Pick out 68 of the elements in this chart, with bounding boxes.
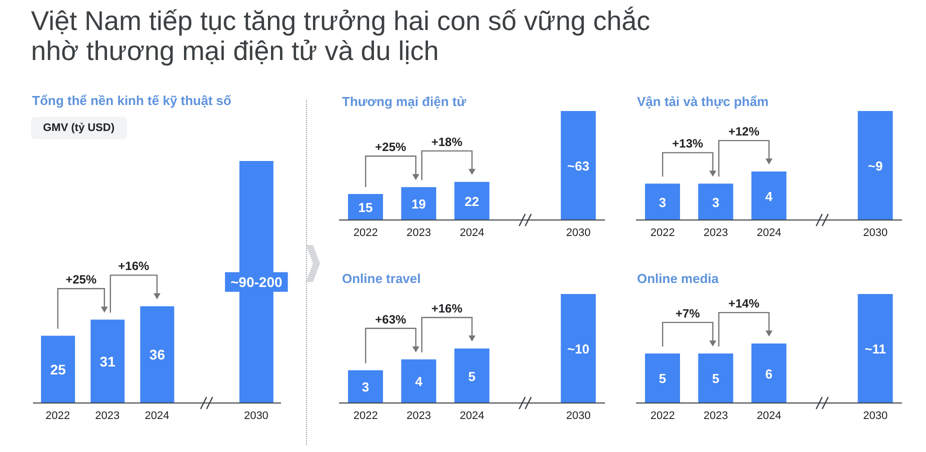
data-label: 3 [712,194,720,210]
chart-title: Vận tải và thực phẩm [637,94,769,110]
data-label: 22 [464,193,480,208]
data-label: 31 [100,353,116,370]
bar [41,336,75,403]
annotation: +7% [676,306,700,320]
data-label: 5 [658,370,666,386]
data-label: 15 [358,200,373,215]
data-label: 36 [149,346,166,363]
x-tick-label: 2022 [353,226,378,239]
bar [401,187,436,220]
annotation: +16% [118,259,150,274]
annotation: +12% [728,124,760,139]
x-tick-label: 2023 [704,410,728,422]
data-label: ~11 [864,341,886,356]
x-tick-label: 2024 [460,226,484,239]
chart-title: Online media [637,271,719,287]
bar [348,370,383,403]
data-label: ~90-200 [230,274,282,290]
data-label: ~9 [868,158,883,173]
x-tick-label: 2030 [863,226,888,239]
bar [454,182,490,220]
chart-title: Online travel [342,271,421,287]
data-label: 4 [765,188,774,204]
x-tick-label: 2024 [756,410,782,422]
bar [140,306,174,403]
annotation: +63% [375,312,407,326]
chart-title: Thương mại điện tử [342,94,466,110]
y-axis-title: GMV (tỷ USD) [31,117,126,139]
bar [454,348,490,403]
x-tick-label: 2022 [650,410,675,422]
x-tick-label: 2023 [406,410,432,422]
x-tick-label: 2030 [244,410,268,422]
chart-subtitle: Tổng thể nền kinh tế kỹ thuật số [32,93,232,109]
x-tick-label: 2030 [863,410,888,422]
data-label: ~63 [567,158,590,173]
x-tick-label: 2024 [756,226,782,239]
x-tick-label: 2023 [704,226,728,239]
data-label: 3 [658,194,666,210]
annotation: +18% [431,134,463,149]
bar [90,320,125,403]
annotation: +14% [728,296,760,311]
bar [560,294,596,403]
annotation: +13% [672,136,704,151]
data-label: 4 [415,374,424,389]
x-tick-label: 2030 [566,410,591,422]
x-tick-label: 2023 [406,226,432,239]
data-label: 19 [411,196,426,212]
x-tick-label: 2022 [650,226,675,239]
x-tick-label: 2022 [46,410,70,422]
bar [401,359,436,403]
data-label: 5 [468,368,476,384]
x-tick-label: 2024 [144,410,170,422]
annotation: +16% [431,302,463,316]
data-label: 3 [362,379,370,394]
x-tick-label: 2024 [460,410,484,422]
text: Việt Nam tiếp tục tăng trưởng hai con số vững chắc nhờ thương mại điện tử và du lịch [31,6,652,66]
data-label: ~10 [567,341,590,356]
annotation: +25% [66,272,97,287]
data-label: 5 [712,370,720,386]
data-label: 6 [765,366,773,381]
x-tick-label: 2030 [566,226,591,239]
bar [560,111,596,220]
data-label: 25 [50,361,66,378]
annotation: +25% [375,140,407,154]
x-tick-label: 2023 [95,410,120,422]
x-tick-label: 2022 [353,410,378,422]
bar [348,194,383,220]
